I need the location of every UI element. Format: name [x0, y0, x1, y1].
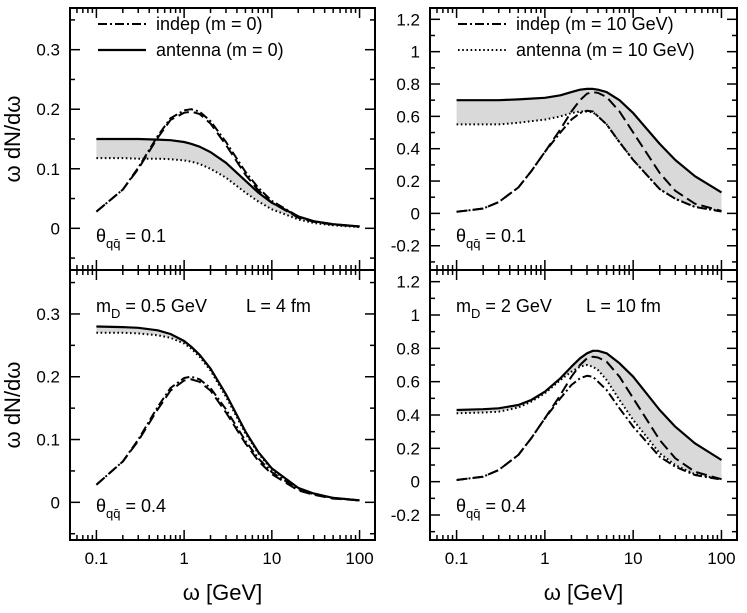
y-tick-label: 0.1 [36, 431, 60, 450]
series-line-indep-lower [95, 378, 360, 502]
y-tick-label: 0 [411, 473, 420, 492]
series-line-antenna-upper [96, 137, 360, 228]
x-tick-label: 1 [179, 549, 188, 568]
y-tick-label: 0 [51, 219, 60, 238]
x-tick-label: 100 [345, 549, 373, 568]
y-tick-label: 0 [51, 493, 60, 512]
y-tick-label: 0.3 [36, 41, 60, 60]
plot-frame [429, 269, 738, 541]
series-line-antenna-lower [96, 331, 360, 502]
legend-label: indep (m = 10 GeV) [516, 14, 674, 34]
y-tick-label: -0.2 [391, 237, 420, 256]
y-tick-label: 1 [411, 43, 420, 62]
param-L: L = 4 fm [246, 296, 311, 316]
theta-value: = 0.1 [480, 226, 526, 246]
y-tick-label: 0.4 [396, 406, 420, 425]
theta-subscript: qq̄ [466, 236, 480, 251]
y-tick-label: 0.2 [396, 439, 420, 458]
x-tick-label: 1 [540, 549, 549, 568]
param-L: L = 10 fm [586, 296, 661, 316]
x-tick-label: 0.1 [85, 549, 109, 568]
plot-frame [69, 269, 376, 541]
panel-top-right: -0.2 0 0.2 0.4 0.6 0.8 1 1.2 indep (m = 10 GeV) a… [391, 7, 738, 271]
shaded-band [456, 350, 722, 480]
y-tick-label: 0.2 [36, 100, 60, 119]
theta-annotation: θqq̄ = 0.1 [456, 226, 526, 251]
y-axis-label: ω dN/dω [0, 362, 25, 449]
x-tick-label: 0.1 [445, 549, 469, 568]
param-mD-symbol: m [456, 296, 471, 316]
param-mD-sub: D [471, 306, 480, 321]
theta-value: = 0.1 [120, 226, 166, 246]
x-tick-label: 10 [262, 549, 281, 568]
theta-annotation: θqq̄ = 0.4 [96, 496, 166, 521]
y-tick-label: 1.2 [396, 10, 420, 29]
y-tick-label: 1 [411, 306, 420, 325]
shaded-band [456, 88, 722, 211]
legend-label: antenna (m = 0) [156, 40, 284, 60]
y-tick-label: 0.2 [36, 368, 60, 387]
theta-annotation: θqq̄ = 0.1 [96, 226, 166, 251]
y-tick-label: 0.4 [396, 140, 420, 159]
y-tick-label: 0.1 [36, 160, 60, 179]
legend-label: antenna (m = 10 GeV) [516, 40, 695, 60]
y-tick-label: 0.2 [396, 172, 420, 191]
y-tick-label: 0.6 [396, 373, 420, 392]
legend-label: indep (m = 0) [156, 14, 263, 34]
panel-top-left: 0 0.1 0.2 0.3 ω dN/dω indep (m = 0) antenna (m… [0, 7, 376, 271]
y-tick-label: 0 [411, 204, 420, 223]
theta-subscript: qq̄ [106, 236, 120, 251]
series-line-antenna-lower [456, 364, 722, 481]
theta-subscript: qq̄ [106, 506, 120, 521]
series-line-antenna-upper [456, 349, 723, 461]
param-mD: mD = 0.5 GeV [96, 296, 207, 321]
shaded-band [96, 139, 360, 228]
series-line-indep-upper [95, 375, 360, 502]
theta-symbol: θ [456, 226, 466, 246]
y-axis-label: ω dN/dω [0, 96, 25, 183]
x-axis-label: ω [GeV] [183, 580, 263, 605]
series-line-indep-lower [95, 110, 360, 228]
series-line-antenna-upper [456, 87, 723, 194]
y-tick-label: 0.6 [396, 107, 420, 126]
theta-symbol: θ [456, 496, 466, 516]
y-tick-label: 0.8 [396, 75, 420, 94]
theta-value: = 0.4 [480, 496, 526, 516]
y-tick-label: -0.2 [391, 506, 420, 525]
theta-value: = 0.4 [120, 496, 166, 516]
x-tick-label: 100 [707, 549, 735, 568]
x-axis-label: ω [GeV] [544, 580, 624, 605]
theta-symbol: θ [96, 496, 106, 516]
y-tick-label: 0.3 [36, 305, 60, 324]
param-mD-value: = 2 GeV [480, 296, 552, 316]
param-mD: mD = 2 GeV [456, 296, 552, 321]
x-tick-label: 10 [624, 549, 643, 568]
series-line-indep-lower [456, 374, 722, 481]
panel-bottom-right: -0.2 0 0.2 0.4 0.6 0.8 1 1.2 0.1 1 10 100 ω [GeV] mD … [391, 269, 738, 605]
param-mD-symbol: m [96, 296, 111, 316]
panel-bottom-left: 0 0.1 0.2 0.3 0.1 1 10 100 ω dN/dω ω [GeV] mD = 0.… [0, 269, 376, 605]
param-mD-sub: D [111, 306, 120, 321]
y-tick-label: 0.8 [396, 339, 420, 358]
param-mD-value: = 0.5 GeV [120, 296, 207, 316]
series-line-antenna-lower [96, 157, 360, 229]
series-line-antenna-lower [456, 110, 722, 212]
y-tick-label: 1.2 [396, 273, 420, 292]
theta-symbol: θ [96, 226, 106, 246]
theta-subscript: qq̄ [466, 506, 480, 521]
theta-annotation: θqq̄ = 0.4 [456, 496, 526, 521]
